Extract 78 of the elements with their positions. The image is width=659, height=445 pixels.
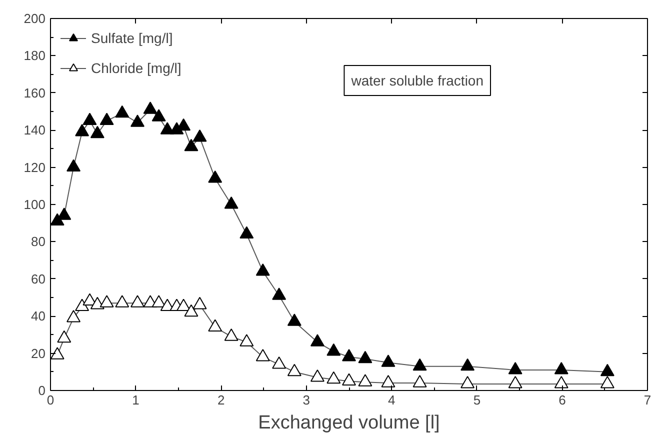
point	[152, 295, 166, 308]
point	[57, 330, 72, 343]
point	[310, 369, 324, 382]
point	[50, 347, 64, 360]
point	[358, 374, 372, 386]
y-tick-label: 180	[24, 48, 46, 64]
point	[57, 208, 72, 220]
x-axis-title: Exchanged volume [l]	[258, 412, 440, 434]
legend-label: Sulfate [mg/l]	[91, 30, 173, 46]
point	[310, 334, 324, 346]
point	[208, 319, 222, 332]
x-tick-label: 2	[217, 392, 225, 408]
point	[326, 343, 341, 356]
y-tick-label: 120	[24, 160, 46, 175]
x-tick-label: 7	[644, 392, 652, 408]
y-tick-label: 40	[31, 308, 46, 324]
y-tick-label: 140	[24, 122, 46, 138]
y-tick-label: 80	[31, 234, 46, 250]
point	[381, 354, 396, 367]
point	[600, 364, 614, 376]
x-tick-label: 5	[473, 392, 481, 408]
point	[460, 376, 475, 388]
point	[342, 349, 356, 362]
point	[554, 362, 568, 374]
point	[460, 358, 475, 371]
point	[75, 298, 90, 312]
point	[66, 310, 81, 322]
x-tick-label: 3	[302, 392, 310, 408]
y-tick-label: 0	[38, 383, 46, 398]
point	[224, 196, 238, 209]
point	[192, 130, 207, 142]
y-tick-label: 20	[31, 346, 46, 361]
point	[184, 138, 198, 152]
point	[143, 102, 158, 114]
y-tick-label: 100	[24, 197, 46, 212]
point	[412, 375, 427, 388]
point	[192, 296, 207, 310]
point	[90, 126, 104, 138]
point	[600, 376, 614, 388]
point	[240, 334, 254, 346]
point	[272, 288, 286, 300]
point	[115, 295, 130, 308]
y-tick-label: 200	[24, 11, 46, 26]
point	[256, 263, 270, 276]
point	[554, 376, 568, 388]
point	[287, 364, 302, 376]
point	[287, 314, 302, 326]
y-tick-label: 160	[24, 85, 46, 100]
point	[82, 293, 97, 306]
point	[358, 350, 372, 364]
point	[82, 112, 97, 126]
x-tick-label: 6	[558, 392, 566, 408]
point	[508, 376, 522, 388]
point	[508, 362, 522, 374]
point	[208, 170, 222, 183]
point	[152, 109, 166, 122]
x-tick-label: 4	[388, 392, 396, 408]
point	[240, 226, 254, 239]
annotation: water soluble fraction	[350, 72, 484, 88]
point	[130, 114, 144, 127]
point	[326, 371, 341, 384]
point	[66, 159, 81, 172]
point	[184, 304, 198, 317]
point	[224, 328, 238, 341]
point	[100, 112, 114, 126]
x-tick-label: 1	[132, 392, 140, 408]
point	[75, 124, 90, 136]
point	[381, 375, 396, 388]
point	[256, 349, 270, 362]
point	[115, 105, 130, 118]
point	[176, 298, 191, 312]
point	[342, 373, 356, 386]
point	[130, 295, 144, 308]
y-tick-label: 60	[31, 271, 46, 286]
point	[412, 358, 427, 371]
point	[272, 356, 286, 369]
legend-label: Chloride [mg/l]	[91, 60, 182, 76]
point	[100, 295, 114, 308]
